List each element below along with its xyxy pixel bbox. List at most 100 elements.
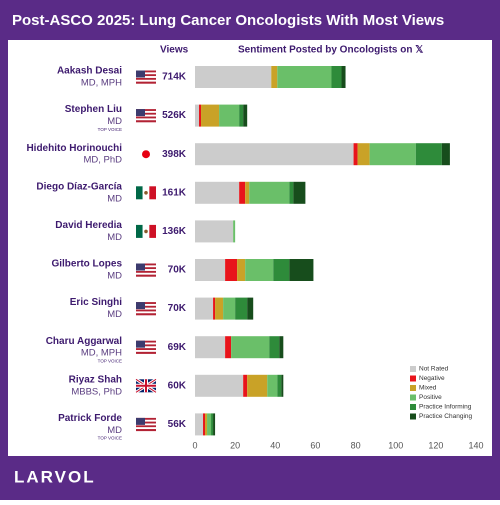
brand: LARVOL [14,467,96,486]
legend-swatch [410,385,416,391]
bar-segment [369,143,416,166]
legend-swatch [410,413,416,420]
flag [136,417,156,432]
bar-segment [279,336,284,359]
views: 136K [162,226,187,237]
person-name: Riyaz Shah [69,374,122,385]
flag-stripe [136,340,156,343]
credentials: MD [107,193,122,204]
flag-stripe [136,76,156,79]
flag-stripe [136,425,156,428]
bar-segment [243,104,248,127]
flag-stripe [136,77,156,80]
views: 69K [168,342,187,353]
bar-segment [293,181,306,204]
bar-segment [195,413,204,436]
bar-segment [213,413,216,436]
bar-segment [195,104,200,127]
bar-segment [277,66,332,88]
flag-stripe [136,272,156,275]
badge: TOP VOICE [98,436,122,441]
person-name: Diego Díaz-García [36,181,122,192]
legend-swatch [410,404,416,410]
bar-segment [195,336,226,359]
flag-stripe [136,270,156,273]
flag [136,109,156,123]
credentials: MD [107,271,122,282]
views: 70K [168,265,187,276]
flag-disc [142,150,150,159]
legend-label: Not Rated [419,366,449,373]
x-tick-label: 120 [428,440,443,450]
flag-stripe [136,423,156,426]
bar-segment [273,259,290,281]
bar-segment [215,297,224,320]
bar-segment [223,297,236,320]
bar-segment [271,66,278,88]
chart-header: Sentiment Posted by Oncologists on 𝕏 [238,45,423,56]
credentials: MD [107,232,122,243]
badge: TOP VOICE [98,358,122,363]
flag-stripe [136,109,156,112]
bar-segment [225,336,232,359]
flag-stripe [136,342,156,345]
flag-canton [136,263,145,271]
badge: TOP VOICE [98,127,122,132]
bar-segment [195,259,226,281]
flag-band [149,224,156,238]
bar-segment [199,104,202,127]
flag-cross [136,379,156,393]
flag-stripe [136,351,156,354]
bar-segment [195,220,234,243]
flag-stripe [136,421,156,424]
flag-canton [136,70,145,78]
bar-segment [239,181,246,204]
x-tick-label: 60 [310,440,320,450]
person-name: Gilberto Lopes [51,259,122,270]
legend-label: Negative [419,375,445,382]
person-name: Aakash Desai [57,66,122,77]
flag-stripe [136,348,156,351]
flag-canton [136,340,145,348]
legend-label: Practice Informing [419,404,472,411]
bar-segment [289,259,314,281]
flag-stripe [136,302,156,305]
person-name: Eric Singhi [70,297,122,308]
x-tick-label: 0 [192,440,197,450]
flag-stripe [136,74,156,77]
person-name: Stephen Liu [65,104,122,115]
credentials: MD [107,116,122,127]
bar-segment [233,220,236,243]
flag-stripe [136,120,156,123]
views: 70K [168,303,187,314]
x-tick-label: 80 [351,440,361,450]
flag [142,150,150,159]
bar-segment [235,297,248,320]
legend-swatch [410,375,416,382]
views-header: Views [160,45,189,56]
x-tick-label: 140 [468,440,483,450]
flag [136,302,156,316]
flag-stripe [136,417,156,420]
flag-stripe [136,305,156,308]
flag [136,340,156,354]
person-name: Charu Aggarwal [46,336,123,347]
bar-segment [201,104,220,127]
bar-segment [195,297,214,320]
flag-stripe [136,344,156,347]
views: 714K [162,72,187,83]
bar-segment [231,336,270,359]
flag-stripe [136,112,156,115]
flag-canton [136,302,145,310]
bar-segment [289,181,294,204]
x-tick-label: 20 [230,440,240,450]
flag-stripe [136,79,156,82]
views: 60K [168,380,187,391]
views: 398K [162,149,187,160]
bar-segment [211,413,214,436]
bar-segment [205,413,208,436]
bar-segment [415,143,442,166]
flag-stripe [136,118,156,121]
bar-segment [219,104,240,127]
flag [136,70,156,84]
